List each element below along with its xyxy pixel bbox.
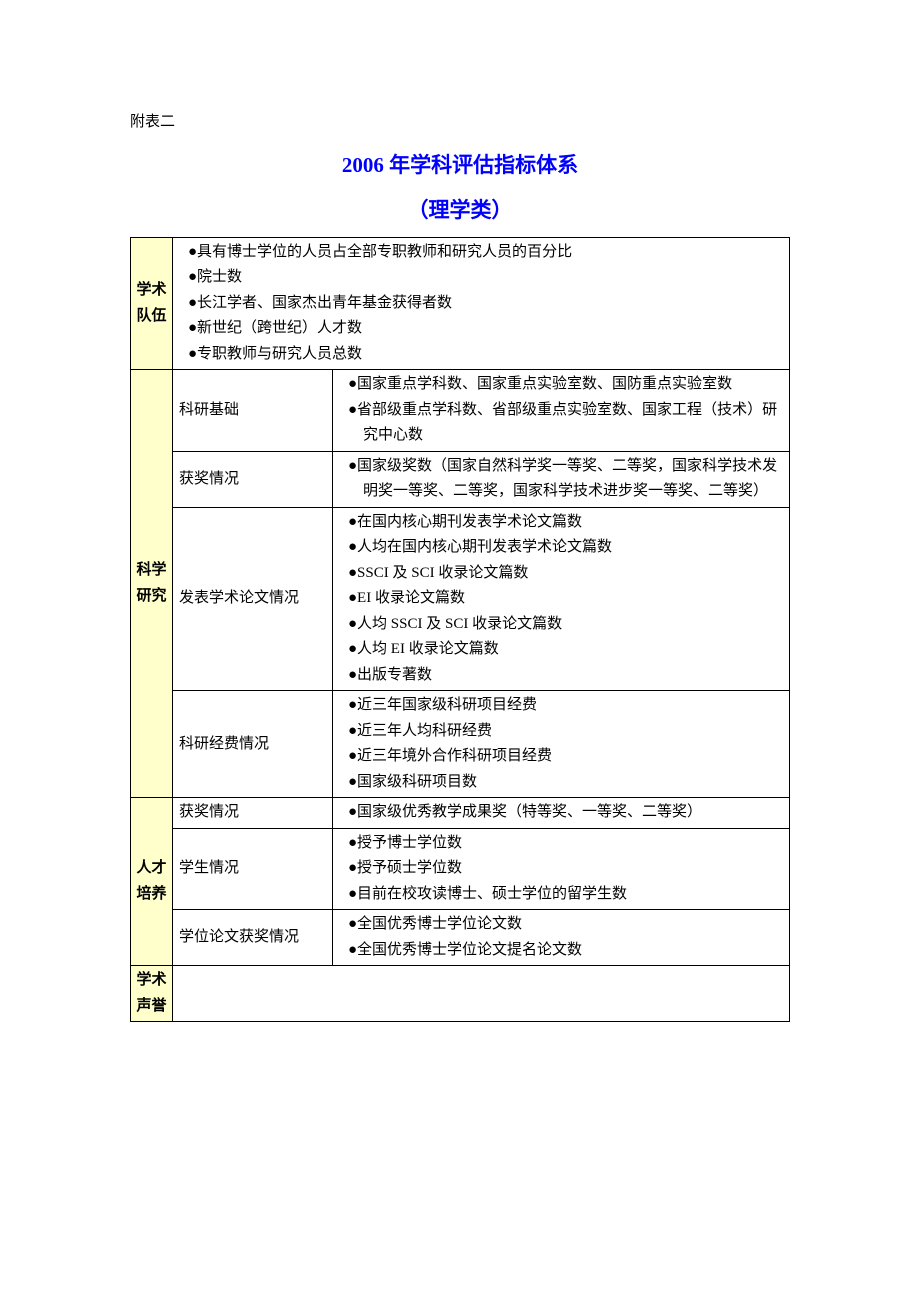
bullet-item: ●长江学者、国家杰出青年基金获得者数: [179, 291, 783, 317]
bullet-item: ●授予硕士学位数: [339, 856, 783, 882]
sub-cell: 发表学术论文情况: [173, 507, 333, 691]
detail-cell-empty: [173, 966, 790, 1022]
detail-cell: ●国家重点学科数、国家重点实验室数、国防重点实验室数 ●省部级重点学科数、省部级…: [333, 370, 790, 452]
bullet-item: ●SSCI 及 SCI 收录论文篇数: [339, 561, 783, 587]
bullet-item: ●省部级重点学科数、省部级重点实验室数、国家工程（技术）研究中心数: [339, 398, 783, 449]
category-cell-academic-team: 学术队伍: [131, 237, 173, 370]
bullet-item: ●国家级优秀教学成果奖（特等奖、一等奖、二等奖）: [339, 800, 783, 826]
bullet-item: ●近三年国家级科研项目经费: [339, 693, 783, 719]
sub-cell: 科研经费情况: [173, 691, 333, 798]
table-row: 发表学术论文情况 ●在国内核心期刊发表学术论文篇数 ●人均在国内核心期刊发表学术…: [131, 507, 790, 691]
bullet-item: ●国家重点学科数、国家重点实验室数、国防重点实验室数: [339, 372, 783, 398]
bullet-item: ●出版专著数: [339, 663, 783, 689]
detail-cell: ●具有博士学位的人员占全部专职教师和研究人员的百分比 ●院士数 ●长江学者、国家…: [173, 237, 790, 370]
category-cell-talent-training: 人才培养: [131, 798, 173, 966]
bullet-item: ●全国优秀博士学位论文数: [339, 912, 783, 938]
table-row: 学生情况 ●授予博士学位数 ●授予硕士学位数 ●目前在校攻读博士、硕士学位的留学…: [131, 828, 790, 910]
bullet-item: ●人均在国内核心期刊发表学术论文篇数: [339, 535, 783, 561]
bullet-item: ●授予博士学位数: [339, 831, 783, 857]
table-row: 人才培养 获奖情况 ●国家级优秀教学成果奖（特等奖、一等奖、二等奖）: [131, 798, 790, 829]
category-cell-academic-reputation: 学术声誉: [131, 966, 173, 1022]
sub-cell: 获奖情况: [173, 798, 333, 829]
bullet-item: ●人均 SSCI 及 SCI 收录论文篇数: [339, 612, 783, 638]
bullet-item: ●目前在校攻读博士、硕士学位的留学生数: [339, 882, 783, 908]
bullet-item: ●EI 收录论文篇数: [339, 586, 783, 612]
sub-cell: 学位论文获奖情况: [173, 910, 333, 966]
detail-cell: ●国家级奖数（国家自然科学奖一等奖、二等奖，国家科学技术发明奖一等奖、二等奖，国…: [333, 451, 790, 507]
bullet-item: ●全国优秀博士学位论文提名论文数: [339, 938, 783, 964]
detail-cell: ●全国优秀博士学位论文数 ●全国优秀博士学位论文提名论文数: [333, 910, 790, 966]
attachment-label: 附表二: [130, 110, 790, 136]
bullet-item: ●国家级奖数（国家自然科学奖一等奖、二等奖，国家科学技术发明奖一等奖、二等奖，国…: [339, 454, 783, 505]
evaluation-table: 学术队伍 ●具有博士学位的人员占全部专职教师和研究人员的百分比 ●院士数 ●长江…: [130, 237, 790, 1023]
detail-cell: ●国家级优秀教学成果奖（特等奖、一等奖、二等奖）: [333, 798, 790, 829]
table-row: 学位论文获奖情况 ●全国优秀博士学位论文数 ●全国优秀博士学位论文提名论文数: [131, 910, 790, 966]
bullet-item: ●新世纪（跨世纪）人才数: [179, 316, 783, 342]
detail-cell: ●授予博士学位数 ●授予硕士学位数 ●目前在校攻读博士、硕士学位的留学生数: [333, 828, 790, 910]
table-row: 学术声誉: [131, 966, 790, 1022]
bullet-item: ●国家级科研项目数: [339, 770, 783, 796]
bullet-item: ●具有博士学位的人员占全部专职教师和研究人员的百分比: [179, 240, 783, 266]
bullet-item: ●在国内核心期刊发表学术论文篇数: [339, 510, 783, 536]
table-row: 科学研究 科研基础 ●国家重点学科数、国家重点实验室数、国防重点实验室数 ●省部…: [131, 370, 790, 452]
bullet-item: ●近三年境外合作科研项目经费: [339, 744, 783, 770]
doc-subtitle: （理学类）: [130, 193, 790, 229]
bullet-item: ●专职教师与研究人员总数: [179, 342, 783, 368]
sub-cell: 获奖情况: [173, 451, 333, 507]
table-row: 获奖情况 ●国家级奖数（国家自然科学奖一等奖、二等奖，国家科学技术发明奖一等奖、…: [131, 451, 790, 507]
bullet-item: ●院士数: [179, 265, 783, 291]
bullet-item: ●近三年人均科研经费: [339, 719, 783, 745]
table-row: 学术队伍 ●具有博士学位的人员占全部专职教师和研究人员的百分比 ●院士数 ●长江…: [131, 237, 790, 370]
table-row: 科研经费情况 ●近三年国家级科研项目经费 ●近三年人均科研经费 ●近三年境外合作…: [131, 691, 790, 798]
doc-title: 2006 年学科评估指标体系: [130, 148, 790, 184]
detail-cell: ●近三年国家级科研项目经费 ●近三年人均科研经费 ●近三年境外合作科研项目经费 …: [333, 691, 790, 798]
sub-cell: 学生情况: [173, 828, 333, 910]
category-cell-scientific-research: 科学研究: [131, 370, 173, 798]
detail-cell: ●在国内核心期刊发表学术论文篇数 ●人均在国内核心期刊发表学术论文篇数 ●SSC…: [333, 507, 790, 691]
bullet-item: ●人均 EI 收录论文篇数: [339, 637, 783, 663]
sub-cell: 科研基础: [173, 370, 333, 452]
